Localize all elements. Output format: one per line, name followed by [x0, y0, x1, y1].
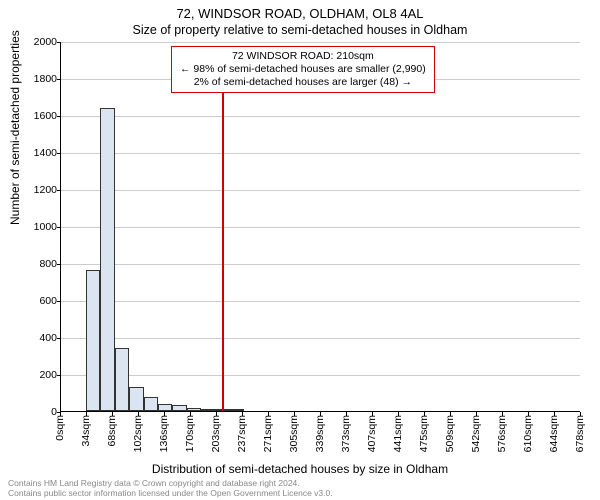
- x-tick-label: 305sqm: [288, 415, 300, 452]
- histogram-bar: [115, 348, 129, 411]
- x-tick-label: 373sqm: [340, 415, 352, 452]
- histogram-bars: [61, 42, 580, 411]
- x-tick-label: 271sqm: [262, 415, 274, 452]
- x-tick-label: 170sqm: [184, 415, 196, 452]
- y-tick-label: 1400: [34, 147, 57, 159]
- y-tick-label: 1000: [34, 221, 57, 233]
- x-axis-label: Distribution of semi-detached houses by …: [0, 462, 600, 476]
- x-tick-label: 509sqm: [444, 415, 456, 452]
- histogram-bar: [86, 270, 100, 411]
- y-tick-label: 600: [39, 295, 57, 307]
- x-tick-label: 441sqm: [392, 415, 404, 452]
- info-box: 72 WINDSOR ROAD: 210sqm ← 98% of semi-de…: [171, 46, 435, 93]
- y-tick-label: 1600: [34, 110, 57, 122]
- x-tick-label: 339sqm: [314, 415, 326, 452]
- x-tick-label: 542sqm: [470, 415, 482, 452]
- footer-line-2: Contains public sector information licen…: [8, 489, 333, 498]
- x-tick-label: 475sqm: [418, 415, 430, 452]
- x-tick-label: 34sqm: [80, 415, 92, 447]
- title-sub: Size of property relative to semi-detach…: [0, 22, 600, 38]
- y-tick-label: 800: [39, 258, 57, 270]
- x-tick-label: 610sqm: [522, 415, 534, 452]
- y-tick-label: 2000: [34, 36, 57, 48]
- x-tick-label: 407sqm: [366, 415, 378, 452]
- y-tick-label: 1800: [34, 73, 57, 85]
- x-tick-label: 68sqm: [106, 415, 118, 447]
- histogram-bar: [100, 108, 114, 411]
- info-line-2: ← 98% of semi-detached houses are smalle…: [180, 63, 426, 76]
- info-line-3: 2% of semi-detached houses are larger (4…: [180, 76, 426, 89]
- title-main: 72, WINDSOR ROAD, OLDHAM, OL8 4AL: [0, 6, 600, 22]
- y-tick-label: 1200: [34, 184, 57, 196]
- chart-area: 72 WINDSOR ROAD: 210sqm ← 98% of semi-de…: [60, 42, 580, 412]
- info-line-1: 72 WINDSOR ROAD: 210sqm: [180, 50, 426, 63]
- x-tick-label: 136sqm: [158, 415, 170, 452]
- histogram-bar: [187, 408, 201, 411]
- histogram-bar: [201, 409, 215, 411]
- x-tick-label: 102sqm: [132, 415, 144, 452]
- x-tick-label: 644sqm: [548, 415, 560, 452]
- histogram-bar: [129, 387, 143, 411]
- x-tick-label: 0sqm: [54, 415, 66, 441]
- x-tick-label: 203sqm: [210, 415, 222, 452]
- histogram-bar: [144, 397, 158, 411]
- x-tick-label: 678sqm: [574, 415, 586, 452]
- y-tick-label: 200: [39, 369, 57, 381]
- y-tick-label: 400: [39, 332, 57, 344]
- footer-text: Contains HM Land Registry data © Crown c…: [8, 479, 333, 498]
- x-tick-label: 576sqm: [496, 415, 508, 452]
- y-axis-label: Number of semi-detached properties: [8, 30, 22, 225]
- histogram-bar: [172, 405, 186, 411]
- x-tick-label: 237sqm: [236, 415, 248, 452]
- title-block: 72, WINDSOR ROAD, OLDHAM, OL8 4AL Size o…: [0, 0, 600, 38]
- plot-area: 72 WINDSOR ROAD: 210sqm ← 98% of semi-de…: [60, 42, 580, 412]
- marker-line: [222, 58, 224, 411]
- histogram-bar: [158, 404, 172, 411]
- histogram-bar: [230, 409, 244, 411]
